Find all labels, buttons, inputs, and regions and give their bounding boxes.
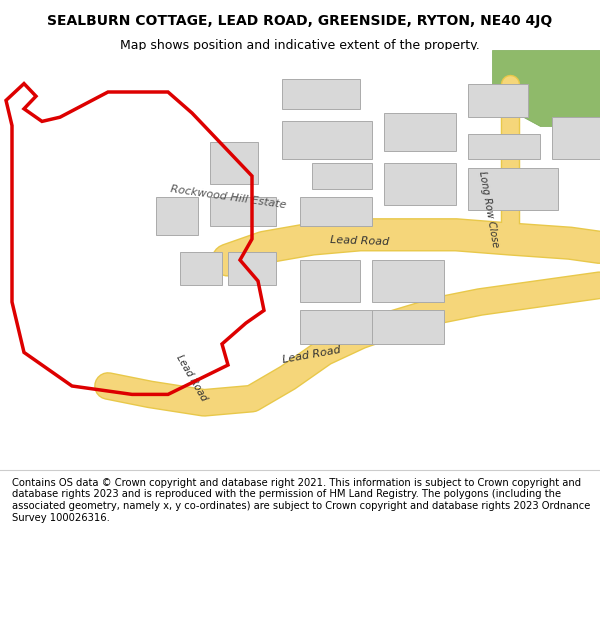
Polygon shape: [210, 197, 276, 226]
Polygon shape: [384, 163, 456, 206]
Polygon shape: [384, 113, 456, 151]
Polygon shape: [282, 79, 360, 109]
Polygon shape: [468, 168, 558, 209]
Polygon shape: [372, 311, 444, 344]
Polygon shape: [312, 163, 372, 189]
Polygon shape: [492, 50, 600, 126]
Polygon shape: [300, 311, 372, 344]
Polygon shape: [228, 252, 276, 285]
Polygon shape: [180, 252, 222, 285]
Text: Lead Road: Lead Road: [282, 344, 342, 364]
Text: Lead Road: Lead Road: [330, 235, 390, 247]
Text: Rockwood Hill Estate: Rockwood Hill Estate: [169, 184, 287, 210]
Polygon shape: [282, 121, 372, 159]
Text: Long Row Close: Long Row Close: [478, 171, 500, 249]
Polygon shape: [300, 197, 372, 226]
Polygon shape: [300, 260, 360, 302]
Polygon shape: [468, 134, 540, 159]
Text: SEALBURN COTTAGE, LEAD ROAD, GREENSIDE, RYTON, NE40 4JQ: SEALBURN COTTAGE, LEAD ROAD, GREENSIDE, …: [47, 14, 553, 28]
Polygon shape: [156, 197, 198, 235]
Polygon shape: [552, 118, 600, 159]
Text: Map shows position and indicative extent of the property.: Map shows position and indicative extent…: [120, 39, 480, 52]
Text: Lead Road: Lead Road: [175, 352, 209, 402]
Polygon shape: [372, 260, 444, 302]
Polygon shape: [468, 84, 528, 118]
Polygon shape: [210, 142, 258, 184]
Text: Contains OS data © Crown copyright and database right 2021. This information is : Contains OS data © Crown copyright and d…: [12, 478, 590, 522]
